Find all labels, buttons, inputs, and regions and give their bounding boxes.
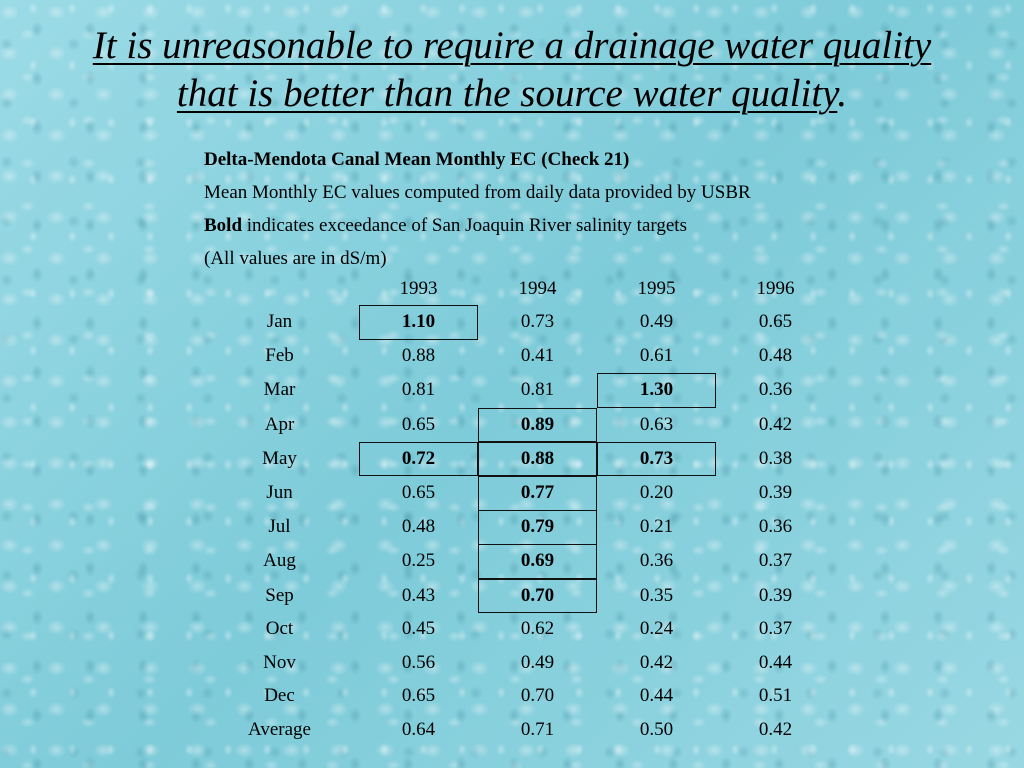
slide-title: It is unreasonable to require a drainage…	[0, 22, 1024, 118]
ec-value-mar-1993: 0.81	[401, 379, 436, 401]
row-label-average: Average	[248, 718, 311, 740]
ec-value-mar-1994: 0.81	[520, 379, 555, 401]
bold-word: Bold	[204, 215, 243, 236]
row-label-feb: Feb	[265, 345, 294, 367]
table-heading: Delta-Mendota Canal Mean Monthly EC (Che…	[204, 149, 630, 170]
ec-value-apr-1996: 0.42	[758, 413, 793, 435]
ec-value-jul-1994: 0.79	[520, 516, 555, 538]
ec-value-average-1994: 0.71	[520, 718, 555, 740]
ec-value-average-1995: 0.50	[639, 718, 674, 740]
ec-value-aug-1996: 0.37	[758, 550, 793, 572]
ec-value-mar-1995: 1.30	[639, 379, 674, 401]
source-note: Mean Monthly EC values computed from dai…	[204, 182, 751, 203]
ec-value-feb-1995: 0.61	[639, 345, 674, 367]
ec-value-jun-1996: 0.39	[758, 482, 793, 503]
ec-value-apr-1994: 0.89	[520, 413, 555, 435]
ec-value-average-1993: 0.64	[401, 718, 436, 740]
ec-value-feb-1996: 0.48	[758, 345, 793, 367]
ec-value-jun-1994: 0.77	[520, 482, 555, 503]
ec-value-aug-1993: 0.25	[401, 550, 436, 572]
row-label-aug: Aug	[263, 550, 296, 572]
ec-value-aug-1995: 0.36	[639, 550, 674, 572]
ec-value-feb-1994: 0.41	[520, 345, 555, 367]
row-label-jun: Jun	[266, 482, 293, 503]
bold-legend-text: indicates exceedance of San Joaquin Rive…	[242, 215, 687, 236]
ec-value-dec-1994: 0.70	[520, 685, 555, 707]
row-label-sep: Sep	[265, 584, 294, 606]
ec-value-sep-1996: 0.39	[758, 584, 793, 606]
row-label-mar: Mar	[263, 379, 296, 401]
column-header-1995: 1995	[637, 278, 676, 299]
ec-value-jan-1993: 1.10	[401, 311, 436, 332]
ec-value-nov-1995: 0.42	[639, 651, 674, 673]
ec-value-may-1994: 0.88	[520, 447, 555, 469]
ec-value-dec-1993: 0.65	[401, 685, 436, 707]
ec-value-nov-1994: 0.49	[520, 651, 555, 673]
ec-value-oct-1994: 0.62	[520, 618, 555, 640]
column-header-1996: 1996	[756, 278, 795, 299]
ec-value-jul-1996: 0.36	[758, 516, 793, 538]
row-label-oct: Oct	[265, 618, 294, 640]
ec-value-sep-1993: 0.43	[401, 584, 436, 606]
ec-value-average-1996: 0.42	[758, 718, 793, 740]
title-line-1: It is unreasonable to require a drainage…	[92, 24, 932, 67]
row-label-jan: Jan	[266, 311, 293, 332]
ec-value-may-1996: 0.38	[758, 447, 793, 469]
ec-value-feb-1993: 0.88	[401, 345, 436, 367]
ec-value-oct-1993: 0.45	[401, 618, 436, 640]
ec-value-oct-1996: 0.37	[758, 618, 793, 640]
ec-value-sep-1995: 0.35	[639, 584, 674, 606]
ec-value-dec-1996: 0.51	[758, 685, 793, 707]
bold-legend: Bold indicates exceedance of San Joaquin…	[204, 209, 751, 242]
ec-value-jun-1995: 0.20	[639, 482, 674, 503]
row-label-may: May	[262, 447, 297, 469]
ec-value-jan-1995: 0.49	[639, 311, 674, 332]
units-note: (All values are in dS/m)	[204, 248, 387, 269]
row-label-dec: Dec	[264, 685, 295, 707]
table-notes: Delta-Mendota Canal Mean Monthly EC (Che…	[204, 143, 751, 275]
ec-value-jun-1993: 0.65	[401, 482, 436, 503]
ec-value-apr-1993: 0.65	[401, 413, 436, 435]
ec-value-jan-1996: 0.65	[758, 311, 793, 332]
title-period: .	[837, 72, 848, 115]
column-header-1994: 1994	[518, 278, 557, 299]
row-label-apr: Apr	[264, 413, 295, 435]
ec-value-aug-1994: 0.69	[520, 550, 555, 572]
ec-value-apr-1995: 0.63	[639, 413, 674, 435]
ec-value-nov-1993: 0.56	[401, 651, 436, 673]
ec-value-jul-1995: 0.21	[639, 516, 674, 538]
ec-value-jul-1993: 0.48	[401, 516, 436, 538]
row-label-nov: Nov	[263, 651, 296, 673]
ec-value-may-1993: 0.72	[401, 447, 436, 469]
column-header-1993: 1993	[399, 278, 438, 299]
row-label-jul: Jul	[268, 516, 291, 538]
ec-value-oct-1995: 0.24	[639, 618, 674, 640]
ec-value-mar-1996: 0.36	[758, 379, 793, 401]
ec-value-nov-1996: 0.44	[758, 651, 793, 673]
ec-value-dec-1995: 0.44	[639, 685, 674, 707]
ec-value-sep-1994: 0.70	[520, 584, 555, 606]
ec-value-may-1995: 0.73	[639, 447, 674, 469]
title-line-2: that is better than the source water qua…	[176, 72, 838, 115]
ec-value-jan-1994: 0.73	[520, 311, 555, 332]
